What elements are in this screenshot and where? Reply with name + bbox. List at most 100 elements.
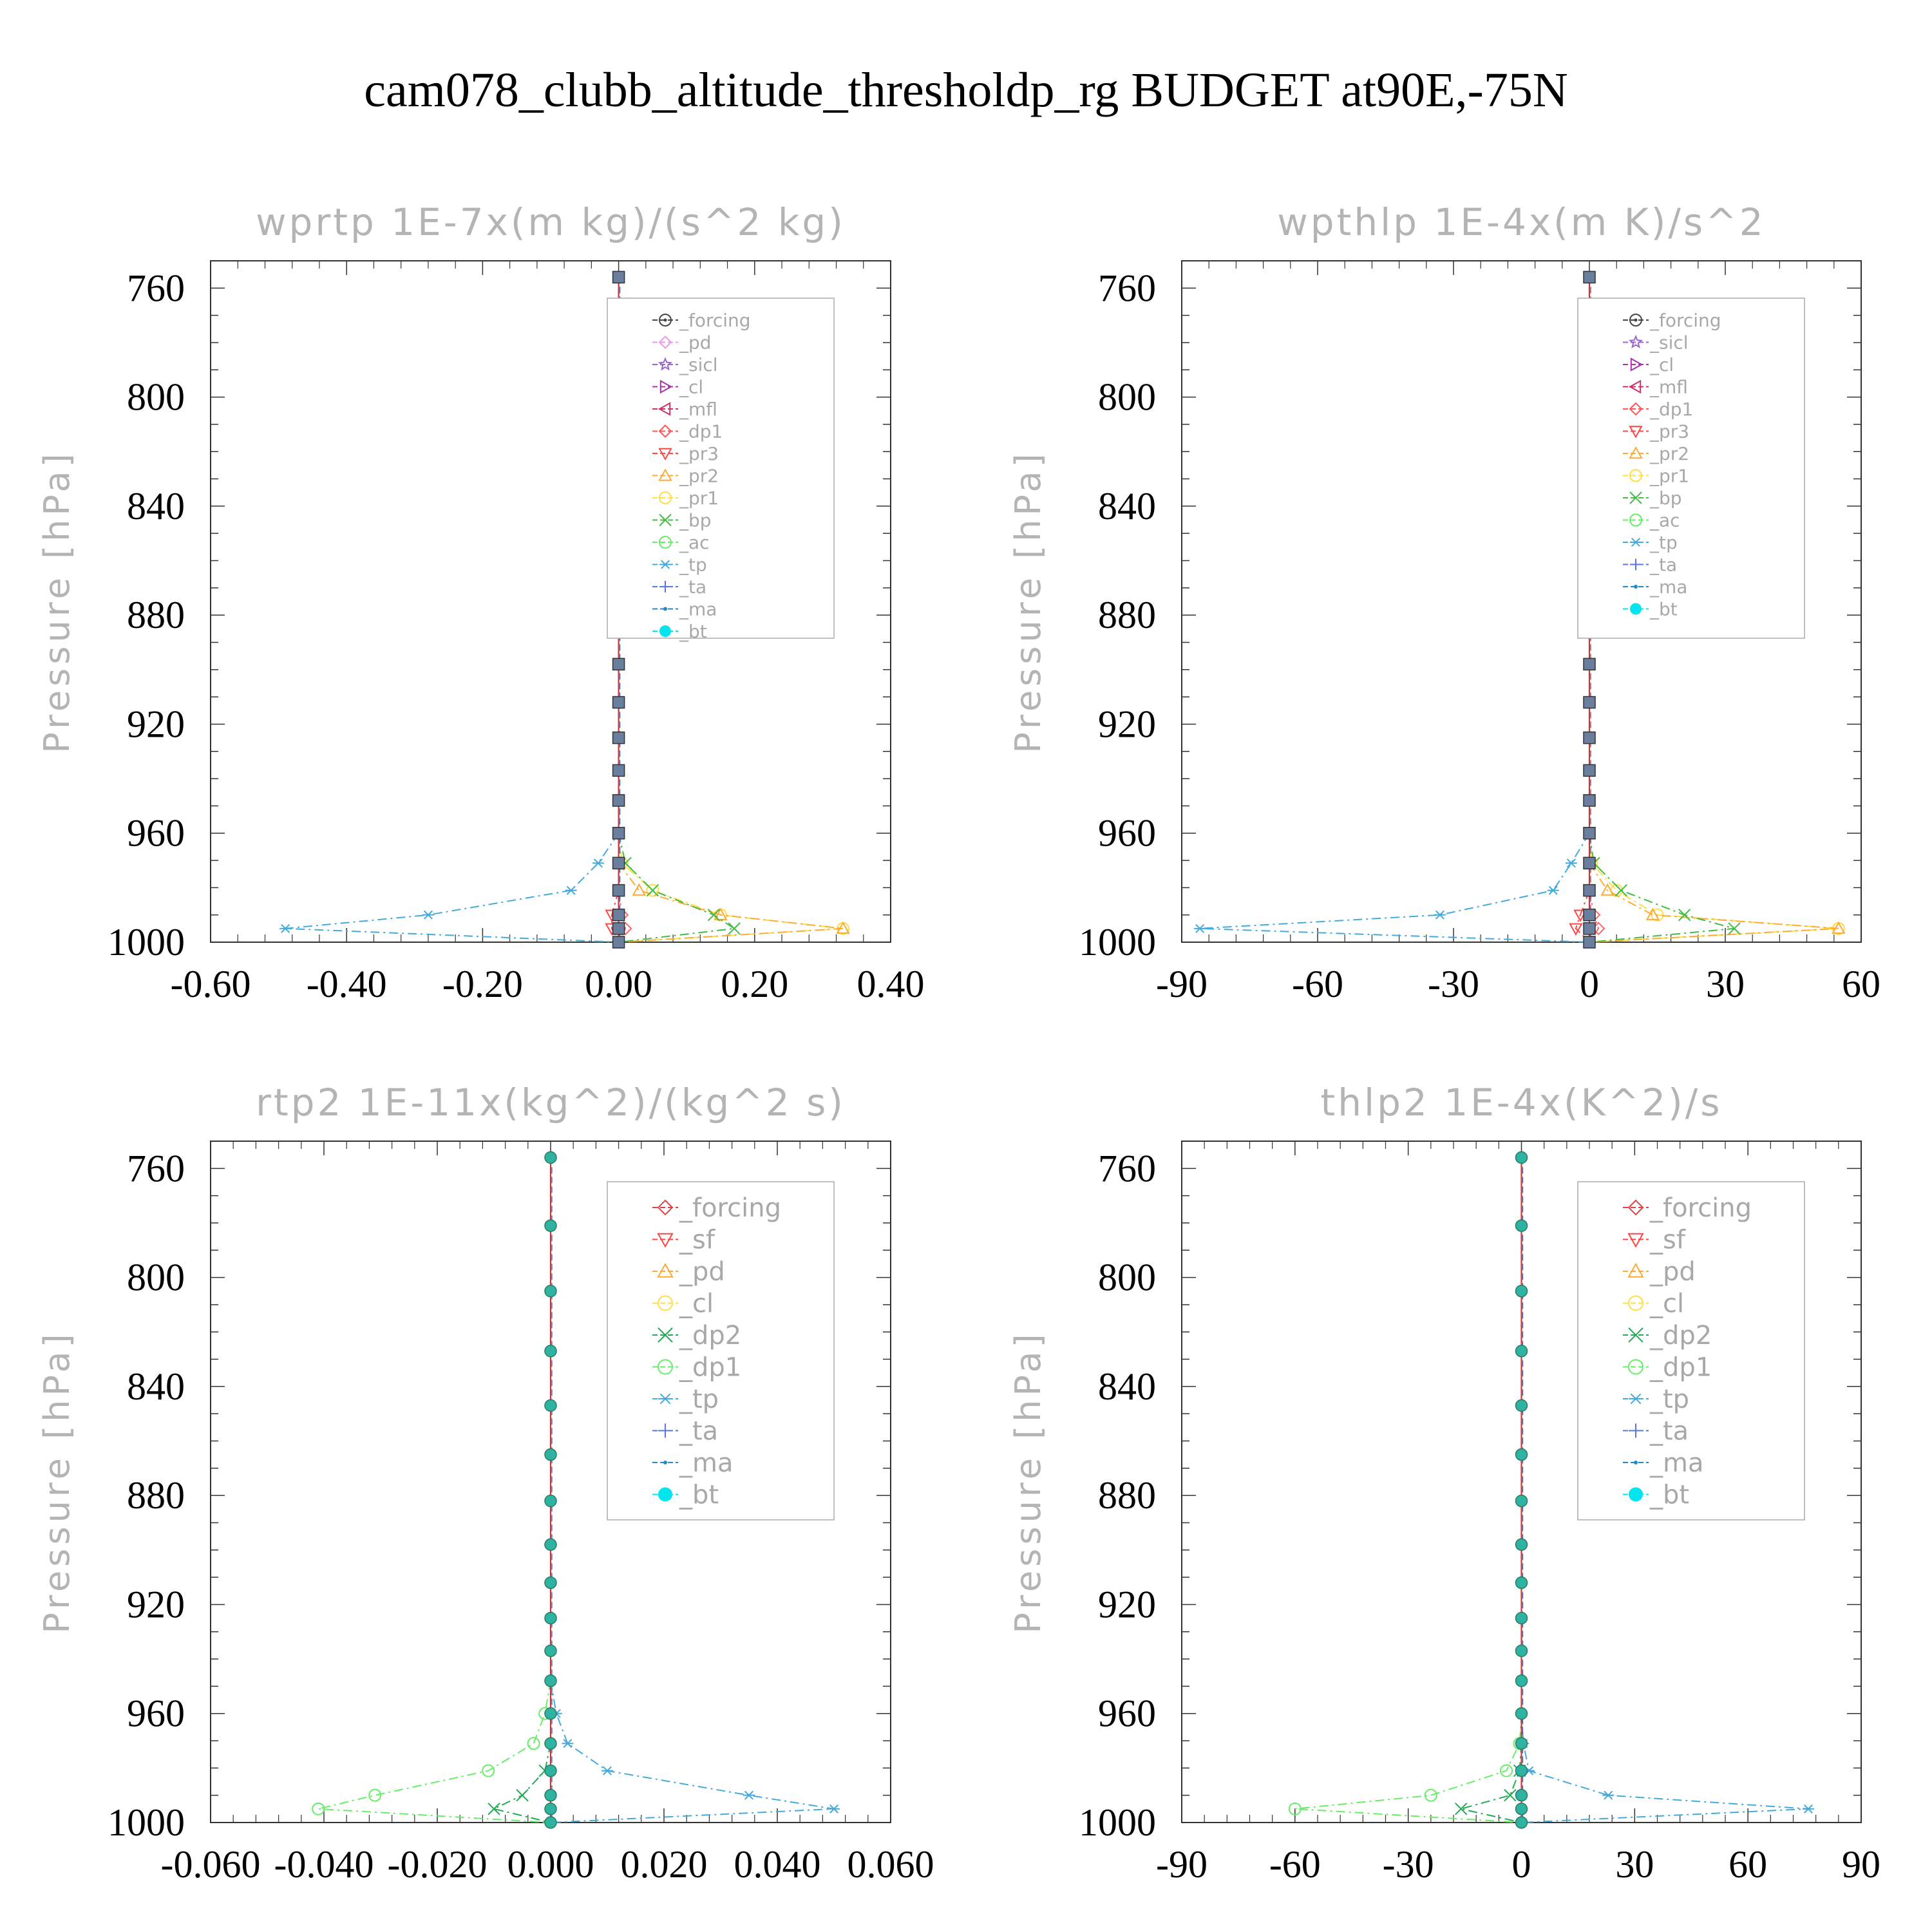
level-marker (544, 1399, 557, 1412)
legend-label: _mfl (1649, 376, 1688, 397)
level-marker (1583, 764, 1596, 777)
panels: wprtp 1E-7x(m kg)/(s^2 kg) Pressure [hPa]… (37, 200, 1880, 1886)
level-marker (1583, 922, 1596, 935)
level-marker (544, 1285, 557, 1298)
level-marker (1583, 857, 1596, 870)
legend-label: _ta (679, 1417, 718, 1446)
level-marker (612, 270, 625, 284)
level-marker (1515, 1674, 1528, 1687)
level-marker (1515, 1644, 1528, 1658)
legend-marker (659, 536, 672, 549)
level-marker (1515, 1345, 1528, 1358)
level-marker (544, 1707, 557, 1720)
series-marker-tp (1434, 910, 1446, 920)
x-tick-label: 0.000 (507, 1843, 594, 1886)
legend-marker-dot (663, 318, 667, 322)
legend-label: _cl (679, 376, 703, 397)
series-marker-dp2 (516, 1788, 529, 1802)
level-marker (1515, 1399, 1528, 1412)
legend-marker (1629, 1423, 1643, 1438)
series-marker-pr2 (836, 921, 850, 934)
legend-marker-dot (1634, 318, 1638, 322)
chart-panel-3: rtp2 1E-11x(kg^2)/(kg^2 s) Pressure [hPa]… (37, 1081, 934, 1886)
series-line-bp (618, 833, 736, 943)
series-marker-tp (422, 910, 434, 920)
series-line-dp1 (1294, 1713, 1522, 1823)
legend-marker (1628, 1359, 1643, 1375)
y-tick-label: 920 (1098, 1583, 1156, 1625)
level-marker (612, 731, 625, 744)
legend-label: _bp (1649, 488, 1682, 509)
legend-label: _forcing (1649, 1193, 1752, 1223)
level-marker (1583, 936, 1596, 949)
legend-marker (1629, 314, 1642, 327)
legend-label: _pr3 (1649, 421, 1689, 442)
legend-marker (1629, 402, 1643, 416)
series-marker-tp (1602, 1790, 1615, 1800)
y-axis-label: Pressure [hPa] (37, 1330, 77, 1633)
x-tick-label: -60 (1292, 963, 1343, 1005)
plot-frame (210, 260, 891, 943)
y-tick-label: 840 (1098, 1365, 1156, 1408)
legend-marker (1629, 491, 1642, 504)
legend-label: _sicl (679, 354, 718, 375)
series-marker-pr2 (1645, 907, 1660, 920)
legend: _forcing_pd_sicl_cl_mfl_dp1_pr3_pr2_pr1_… (607, 298, 835, 642)
y-tick-label: 800 (127, 376, 185, 419)
series-line-dp2 (492, 1743, 551, 1823)
y-tick-label: 760 (1098, 267, 1156, 309)
legend-label: _pd (679, 332, 712, 353)
legend-marker (658, 1393, 672, 1405)
y-axis-label: Pressure [hPa] (1008, 1330, 1048, 1633)
legend-label: _dp2 (679, 1321, 741, 1350)
x-tick-label: -0.60 (171, 963, 251, 1005)
level-marker (544, 1644, 557, 1658)
y-tick-label: 760 (1098, 1147, 1156, 1189)
legend-marker (1630, 357, 1643, 372)
plot-frame (1181, 260, 1862, 943)
y-axis-label: Pressure [hPa] (37, 450, 77, 753)
series-line-dp1 (1589, 890, 1600, 943)
legend-marker (1628, 334, 1643, 348)
series-line-dp2 (1461, 1743, 1522, 1823)
level-marker (544, 1803, 557, 1815)
legend-marker (1629, 513, 1642, 527)
x-tick-label: -30 (1428, 963, 1479, 1005)
legend: _forcing _sf_pd_cl_dp2 _dp1_tp _ta_ma _bt (1577, 1181, 1805, 1520)
level-marker (544, 1816, 557, 1829)
y-tick-label: 840 (1098, 485, 1156, 527)
y-tick-label: 920 (127, 1583, 185, 1625)
y-tick-label: 800 (1098, 1256, 1156, 1299)
series-marker-pr2 (632, 883, 646, 896)
legend-label: _ac (679, 532, 710, 553)
x-tick-label: 0.20 (721, 963, 788, 1005)
legend-box (1577, 1181, 1805, 1520)
level-marker (544, 1764, 557, 1777)
chart-panel-2: wpthlp 1E-4x(m K)/s^2 Pressure [hPa] 760 80… (1008, 200, 1880, 1005)
level-marker (1515, 1494, 1528, 1508)
series-marker-dp1 (1288, 1802, 1302, 1815)
y-axis-label: Pressure [hPa] (1008, 450, 1048, 753)
legend-label: _ma (679, 598, 717, 620)
series-marker-dp1 (368, 1788, 382, 1802)
legend-marker (1634, 1461, 1638, 1464)
level-marker (544, 1494, 557, 1508)
series-marker-dp2 (488, 1803, 500, 1815)
legend-marker (658, 336, 672, 349)
legend-label: _pr1 (679, 488, 719, 509)
legend-label: _pr3 (679, 443, 719, 464)
panel-title: rtp2 1E-11x(kg^2)/(kg^2 s) (256, 1081, 846, 1124)
legend-marker (658, 448, 672, 461)
x-tick-label: 60 (1842, 963, 1880, 1005)
legend-label: _ma (679, 1448, 733, 1478)
level-marker (544, 1576, 557, 1589)
x-tick-label: -0.020 (388, 1843, 488, 1886)
y-tick-label: 800 (1098, 376, 1156, 419)
legend-marker (1634, 585, 1638, 589)
level-marker (612, 922, 625, 935)
legend-marker (659, 314, 672, 327)
level-marker (544, 1345, 557, 1358)
level-marker (1515, 1816, 1528, 1829)
x-tick-label: -30 (1383, 1843, 1434, 1886)
legend-label: _sf (1649, 1226, 1686, 1255)
